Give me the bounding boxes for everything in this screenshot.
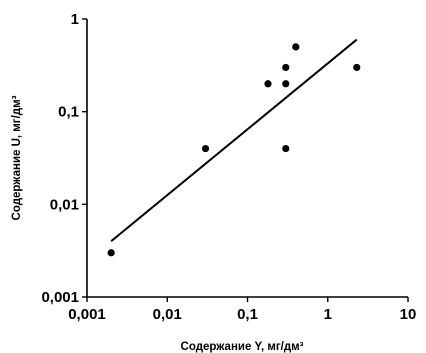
data-point [282, 80, 290, 88]
data-point [282, 63, 290, 72]
data-point [292, 43, 300, 51]
data-points [107, 43, 361, 257]
data-point [107, 249, 115, 257]
data-point [353, 63, 361, 72]
data-point [201, 144, 210, 153]
x-tick-label: 1 [324, 306, 332, 323]
trend-line [110, 38, 358, 242]
data-point [264, 80, 272, 88]
ticks: 0,001 0,01 0,1 1 10 0,001 0,01 0,1 1 [41, 11, 416, 323]
axes [86, 19, 408, 298]
x-tick-label: 10 [400, 306, 417, 323]
data-point [282, 144, 290, 153]
x-axis-label: Содержание Y, мг/дм³ [181, 341, 304, 353]
y-tick-label: 0,1 [58, 104, 79, 121]
x-tick-label: 0,01 [153, 306, 182, 323]
trend-line-group [110, 38, 358, 242]
y-tick-label: 0,01 [50, 196, 79, 213]
x-tick-label: 0,1 [237, 306, 258, 323]
y-tick-label: 0,001 [41, 289, 79, 306]
y-axis-label: Содержание U, мг/дм³ [11, 95, 23, 220]
x-tick-label: 0,001 [68, 306, 106, 323]
y-tick-label: 1 [71, 11, 79, 28]
